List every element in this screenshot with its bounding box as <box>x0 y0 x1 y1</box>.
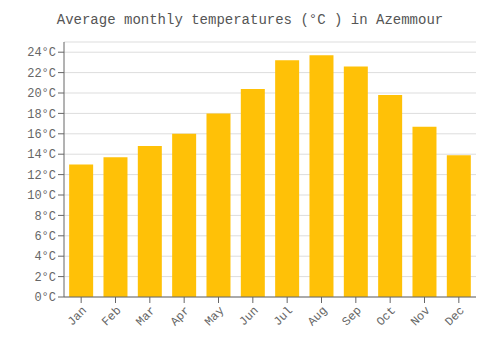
svg-text:20°C: 20°C <box>27 87 56 101</box>
svg-text:Nov: Nov <box>408 304 433 329</box>
svg-text:May: May <box>202 304 227 329</box>
svg-text:Jun: Jun <box>237 304 262 329</box>
svg-text:18°C: 18°C <box>27 108 56 122</box>
svg-text:2°C: 2°C <box>34 271 56 285</box>
svg-text:16°C: 16°C <box>27 128 56 142</box>
svg-text:Mar: Mar <box>134 304 159 329</box>
svg-text:14°C: 14°C <box>27 148 56 162</box>
html-text:Average monthly temperatures (: Average monthly temperatures (°C ) in Az… <box>56 12 444 28</box>
svg-text:Sep: Sep <box>340 304 365 329</box>
svg-text:Jul: Jul <box>271 304 296 329</box>
svg-text:6°C: 6°C <box>34 230 56 244</box>
svg-text:Apr: Apr <box>168 304 193 329</box>
svg-text:4°C: 4°C <box>34 250 56 264</box>
svg-text:Jan: Jan <box>65 304 90 329</box>
svg-text:Oct: Oct <box>374 304 399 329</box>
svg-text:Dec: Dec <box>443 304 468 329</box>
svg-text:12°C: 12°C <box>27 169 56 183</box>
svg-text:0°C: 0°C <box>34 291 56 305</box>
svg-text:24°C: 24°C <box>27 46 56 60</box>
svg-text:10°C: 10°C <box>27 189 56 203</box>
svg-text:Feb: Feb <box>99 304 124 329</box>
svg-text:Aug: Aug <box>305 304 330 329</box>
svg-text:22°C: 22°C <box>27 67 56 81</box>
svg-text:8°C: 8°C <box>34 210 56 224</box>
